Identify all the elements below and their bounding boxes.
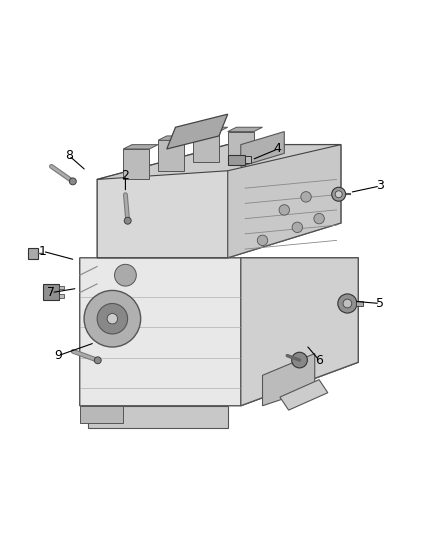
- Polygon shape: [228, 144, 341, 258]
- Polygon shape: [228, 127, 262, 132]
- Polygon shape: [158, 140, 184, 171]
- Circle shape: [257, 235, 268, 246]
- Circle shape: [301, 192, 311, 202]
- Circle shape: [94, 357, 101, 364]
- Polygon shape: [158, 136, 193, 140]
- Circle shape: [115, 264, 136, 286]
- Polygon shape: [59, 294, 64, 298]
- Text: 6: 6: [315, 353, 323, 367]
- Circle shape: [332, 187, 346, 201]
- Circle shape: [292, 352, 307, 368]
- Circle shape: [84, 290, 141, 347]
- Text: 2: 2: [121, 168, 129, 182]
- Polygon shape: [59, 286, 64, 289]
- Polygon shape: [123, 149, 149, 180]
- Circle shape: [279, 205, 290, 215]
- Circle shape: [107, 313, 117, 324]
- Text: 7: 7: [47, 286, 56, 299]
- Text: 8: 8: [65, 149, 73, 162]
- Polygon shape: [28, 248, 38, 259]
- Circle shape: [314, 213, 324, 224]
- Text: 4: 4: [274, 142, 282, 156]
- Polygon shape: [262, 353, 315, 406]
- Polygon shape: [167, 114, 228, 149]
- Polygon shape: [97, 144, 341, 180]
- Polygon shape: [356, 301, 363, 306]
- Circle shape: [124, 217, 131, 224]
- Text: 1: 1: [39, 245, 47, 258]
- Circle shape: [69, 178, 76, 185]
- Polygon shape: [245, 156, 251, 163]
- Polygon shape: [43, 284, 59, 300]
- Polygon shape: [80, 258, 358, 406]
- Circle shape: [343, 299, 352, 308]
- Polygon shape: [280, 379, 328, 410]
- Circle shape: [335, 191, 342, 198]
- Text: 5: 5: [376, 297, 384, 310]
- Polygon shape: [241, 258, 358, 406]
- Polygon shape: [228, 155, 245, 165]
- Polygon shape: [88, 406, 228, 427]
- Circle shape: [338, 294, 357, 313]
- Polygon shape: [241, 132, 284, 166]
- Text: 3: 3: [376, 180, 384, 192]
- Text: 9: 9: [54, 349, 62, 362]
- Circle shape: [97, 303, 127, 334]
- Polygon shape: [80, 406, 123, 423]
- Polygon shape: [193, 132, 219, 162]
- Polygon shape: [228, 132, 254, 162]
- Polygon shape: [97, 144, 341, 258]
- Polygon shape: [123, 144, 158, 149]
- Circle shape: [292, 222, 303, 232]
- Polygon shape: [193, 127, 228, 132]
